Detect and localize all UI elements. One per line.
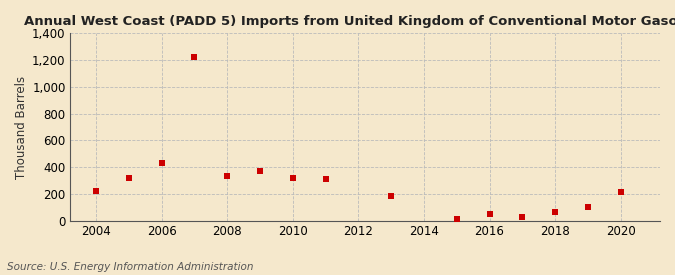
Point bbox=[615, 190, 626, 194]
Title: Annual West Coast (PADD 5) Imports from United Kingdom of Conventional Motor Gas: Annual West Coast (PADD 5) Imports from … bbox=[24, 15, 675, 28]
Point bbox=[124, 176, 134, 180]
Text: Source: U.S. Energy Information Administration: Source: U.S. Energy Information Administ… bbox=[7, 262, 253, 272]
Point bbox=[254, 168, 265, 173]
Point bbox=[583, 205, 593, 210]
Point bbox=[320, 177, 331, 182]
Point bbox=[156, 161, 167, 166]
Y-axis label: Thousand Barrels: Thousand Barrels bbox=[15, 76, 28, 179]
Point bbox=[549, 210, 560, 214]
Point bbox=[222, 174, 233, 178]
Point bbox=[189, 55, 200, 60]
Point bbox=[452, 217, 462, 221]
Point bbox=[385, 194, 396, 198]
Point bbox=[484, 212, 495, 216]
Point bbox=[90, 189, 101, 194]
Point bbox=[517, 215, 528, 220]
Point bbox=[288, 176, 298, 180]
